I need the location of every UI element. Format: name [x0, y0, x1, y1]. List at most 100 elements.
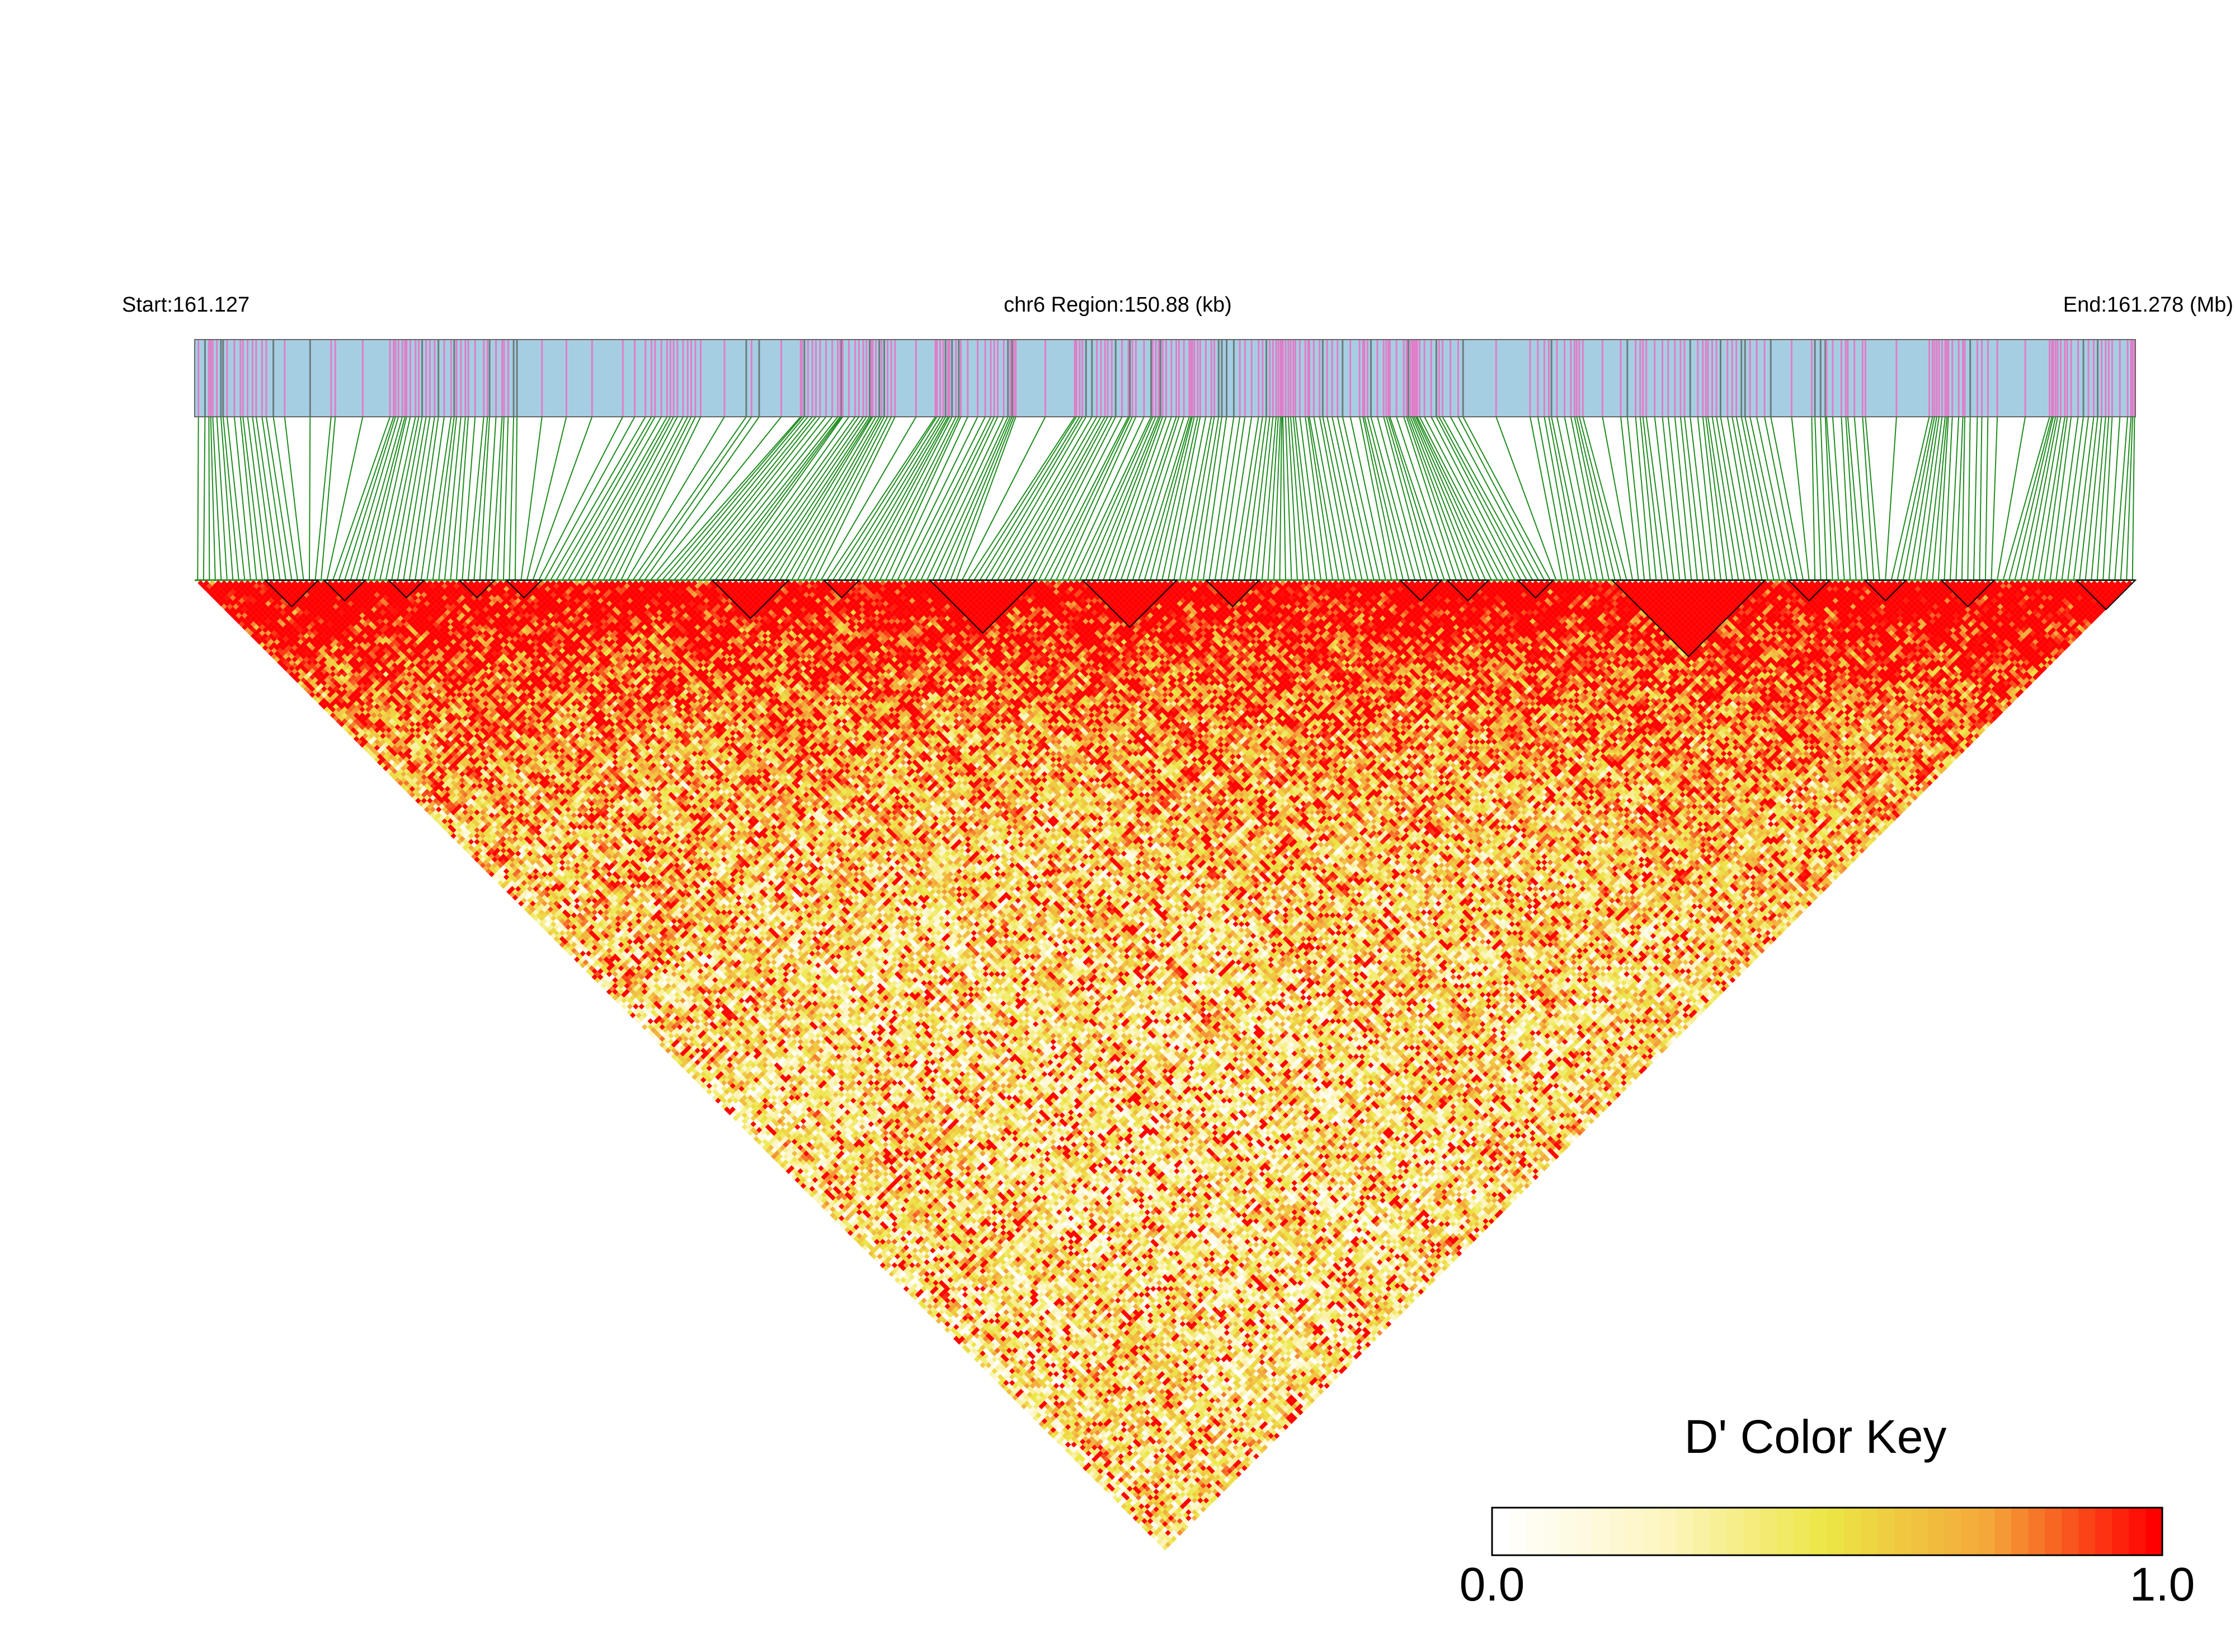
snp-connector	[1602, 417, 1632, 580]
snp-connector	[1750, 417, 1785, 580]
snp-connector	[680, 417, 812, 580]
snp-connector	[1115, 417, 1171, 580]
snp-connector	[1974, 417, 1978, 580]
snp-connector	[433, 417, 454, 580]
snp-connector	[486, 417, 496, 580]
snp-connector	[2068, 417, 2088, 580]
snp-connector	[1979, 417, 1982, 580]
snp-connector	[1389, 417, 1438, 580]
snp-connector	[1300, 417, 1321, 580]
snp-connector	[1530, 417, 1562, 580]
snp-connector	[1827, 417, 1838, 580]
snp-connector	[1855, 417, 1868, 580]
snp-connector	[211, 417, 215, 580]
snp-connector-lines	[197, 417, 2134, 580]
snp-connector	[991, 417, 1086, 580]
snp-connector	[1451, 417, 1538, 580]
snp-connector	[204, 417, 205, 580]
snp-connector	[798, 417, 884, 580]
snp-connector	[1250, 417, 1270, 580]
snp-connector	[2032, 417, 2061, 580]
snp-connector	[421, 417, 444, 580]
snp-connector	[533, 417, 592, 580]
snp-connector	[1463, 417, 1550, 580]
snp-connector	[1009, 417, 1101, 580]
snp-connector	[1792, 417, 1809, 580]
snp-connector	[1039, 417, 1122, 580]
snp-connector	[1583, 417, 1626, 580]
snp-connector	[1985, 417, 1988, 580]
snp-connector	[2056, 417, 2078, 580]
snp-connector	[1909, 417, 1937, 580]
snp-connector	[1458, 417, 1545, 580]
snp-connector	[1968, 417, 1970, 580]
snp-connector	[1571, 417, 1603, 580]
ld-heatmap-cells	[197, 580, 2132, 1551]
snp-connector	[2133, 417, 2135, 580]
snp-connector	[1286, 417, 1292, 580]
snp-connector	[363, 417, 405, 580]
snp-connector	[1442, 417, 1532, 580]
snp-connector	[1771, 417, 1803, 580]
snp-connector	[1133, 417, 1184, 580]
snp-connector	[1003, 417, 1097, 580]
snp-connector	[1420, 417, 1503, 580]
snp-connector	[1359, 417, 1391, 580]
snp-connector	[1138, 417, 1189, 580]
snp-connector	[1424, 417, 1509, 580]
snp-connector	[1280, 417, 1282, 580]
snp-position-track	[195, 340, 2135, 417]
snp-connector	[1414, 417, 1486, 580]
snp-connector	[1436, 417, 1521, 580]
snp-connector	[527, 417, 567, 580]
snp-connector	[2074, 417, 2094, 580]
snp-connector	[892, 417, 968, 580]
snp-connector	[727, 417, 843, 580]
snp-connector	[509, 417, 514, 580]
snp-connector	[974, 417, 1076, 580]
snp-connector	[1557, 417, 1592, 580]
snp-connector	[1221, 417, 1245, 580]
snp-connector	[1992, 417, 1998, 580]
snp-connector	[1579, 417, 1621, 580]
snp-connector	[780, 417, 876, 580]
snp-connector	[504, 417, 508, 580]
snp-connector	[1417, 417, 1497, 580]
snp-connector	[1327, 417, 1362, 580]
snp-connector	[515, 417, 517, 580]
snp-connector	[333, 417, 390, 580]
snp-connector	[1404, 417, 1456, 580]
snp-connector	[845, 417, 943, 580]
snp-connector	[1413, 417, 1480, 580]
snp-connector	[1820, 417, 1827, 580]
snp-connector	[568, 417, 662, 580]
snp-connector	[1811, 417, 1815, 580]
snp-connector	[1815, 417, 1821, 580]
snp-connector	[1283, 417, 1286, 580]
snp-connector	[550, 417, 646, 580]
snp-connector	[309, 417, 310, 580]
snp-connector	[1156, 417, 1194, 580]
snp-connector	[415, 417, 439, 580]
snp-connector	[1825, 417, 1833, 580]
snp-connector	[197, 417, 198, 580]
snp-connector	[462, 417, 475, 580]
snp-connector	[574, 417, 667, 580]
snp-connector	[815, 417, 895, 580]
snp-connector	[1577, 417, 1615, 580]
snp-connector	[1496, 417, 1556, 580]
snp-connector	[580, 417, 671, 580]
snp-connector	[1015, 417, 1105, 580]
snp-connector	[1332, 417, 1368, 580]
snp-connector	[252, 417, 274, 580]
snp-connector	[1439, 417, 1527, 580]
snp-connector	[1885, 417, 1897, 580]
snp-connector	[2062, 417, 2083, 580]
snp-connector	[644, 417, 759, 580]
snp-connector	[674, 417, 808, 580]
snp-connector	[2079, 417, 2098, 580]
snp-connector	[521, 417, 542, 580]
snp-connector	[1643, 417, 1662, 580]
